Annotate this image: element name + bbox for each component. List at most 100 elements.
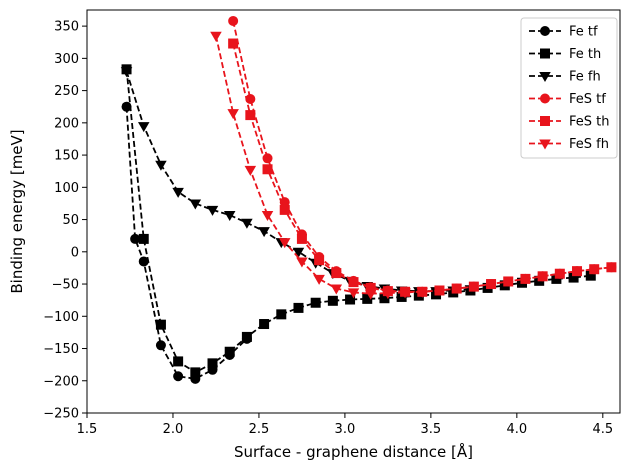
data-point (314, 255, 325, 266)
y-tick-label: 350 (54, 20, 79, 35)
legend-entry: Fe th (529, 47, 601, 62)
y-tick-label: 300 (54, 52, 79, 67)
x-tick-label: 4.5 (592, 422, 613, 437)
data-point (279, 204, 290, 215)
legend-label: FeS fh (569, 137, 609, 152)
x-tick-label: 2.5 (249, 422, 270, 437)
data-point (416, 287, 429, 298)
data-point (362, 293, 373, 304)
data-point (120, 67, 133, 78)
x-tick-label: 3.0 (335, 422, 356, 437)
series-line (125, 69, 591, 374)
data-point (347, 288, 360, 299)
y-axis-label: Binding energy [meV] (8, 129, 26, 293)
data-point (379, 293, 390, 304)
x-tick-label: 4.0 (506, 422, 527, 437)
data-point (540, 93, 550, 104)
y-tick-label: 200 (54, 116, 79, 131)
data-point (468, 281, 479, 292)
data-point (279, 197, 290, 208)
data-point (206, 205, 219, 216)
legend-entry: FeS th (529, 115, 610, 130)
data-point (572, 266, 583, 277)
y-tick-label: 100 (54, 181, 79, 196)
data-point (241, 331, 252, 342)
series-fes-fh (210, 31, 429, 300)
data-point (224, 346, 235, 357)
data-point (278, 238, 291, 249)
data-point (451, 283, 462, 294)
data-point (258, 227, 270, 238)
legend-entry: Fe fh (529, 70, 601, 85)
data-point (585, 270, 596, 281)
data-point (539, 72, 551, 82)
data-point (207, 358, 218, 369)
data-point (348, 277, 359, 288)
legend-entry: FeS fh (529, 137, 609, 152)
legend-entry: Fe tf (529, 25, 598, 40)
data-point (568, 272, 579, 283)
x-tick-label: 2.0 (163, 422, 184, 437)
y-tick-label: 250 (54, 84, 79, 99)
data-point (138, 256, 149, 267)
data-point (223, 211, 236, 222)
data-point (227, 109, 239, 120)
data-point (189, 199, 202, 210)
y-tick-label: 50 (62, 213, 79, 228)
data-point (345, 294, 356, 305)
data-point (520, 273, 531, 284)
data-point (365, 282, 376, 293)
data-point (155, 340, 166, 351)
data-point (155, 319, 166, 330)
y-tick-label: −50 (52, 278, 79, 293)
y-tick-label: 0 (71, 245, 79, 260)
data-point (486, 279, 497, 290)
data-point (296, 257, 308, 268)
data-point (382, 289, 394, 300)
data-point (228, 38, 239, 49)
data-point (589, 264, 600, 275)
data-point (540, 48, 550, 59)
data-point (554, 268, 565, 279)
legend-label: Fe fh (569, 70, 601, 85)
x-tick-label: 1.5 (77, 422, 98, 437)
data-point (210, 31, 222, 42)
data-point (261, 211, 274, 222)
data-point (245, 110, 256, 121)
data-point (155, 160, 167, 171)
data-point (138, 233, 149, 244)
y-tick-label: 150 (54, 149, 79, 164)
legend-label: FeS tf (569, 92, 606, 107)
axis-ticks: 1.5 2.0 2.5 3.0 3.5 4.0 4.5 −250 −200 −150 −100 −50… (43, 20, 613, 437)
data-point (540, 116, 550, 126)
data-point (364, 289, 377, 300)
legend-label: Fe tf (569, 25, 598, 40)
data-point (327, 295, 338, 306)
data-point (330, 284, 343, 295)
data-point (190, 367, 201, 378)
data-point (259, 319, 270, 330)
data-point (130, 233, 141, 244)
data-point (173, 371, 184, 382)
data-point (262, 164, 273, 175)
data-point (310, 297, 321, 308)
data-point (434, 285, 445, 296)
series-line (125, 106, 248, 380)
legend: Fe tf Fe th Fe fh FeS tf FeS th FeS fh (520, 17, 618, 159)
data-point (606, 262, 617, 273)
data-point (121, 101, 132, 112)
data-point (551, 273, 562, 284)
data-point (296, 233, 307, 244)
data-point (241, 218, 253, 229)
data-point (537, 271, 548, 282)
y-tick-label: −100 (43, 310, 79, 325)
data-point (137, 122, 150, 133)
data-point (313, 274, 325, 285)
legend-label: Fe th (569, 47, 601, 62)
data-point (399, 288, 411, 299)
y-tick-label: −150 (43, 342, 79, 357)
series-layer (120, 15, 617, 384)
legend-label: FeS th (569, 115, 610, 130)
x-tick-label: 3.5 (421, 422, 442, 437)
